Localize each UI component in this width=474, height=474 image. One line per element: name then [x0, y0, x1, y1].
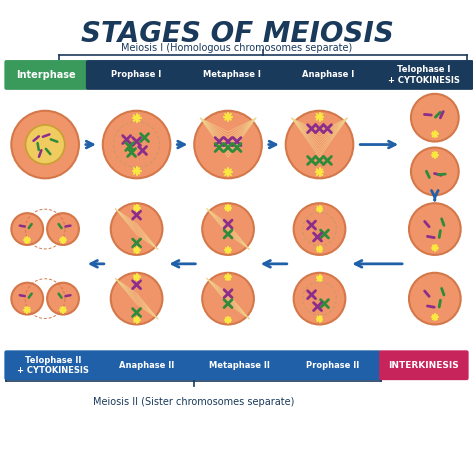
- Circle shape: [11, 111, 79, 178]
- Circle shape: [202, 203, 254, 255]
- Circle shape: [47, 283, 79, 315]
- Circle shape: [194, 111, 262, 178]
- Text: Metaphase I: Metaphase I: [203, 71, 261, 80]
- FancyBboxPatch shape: [4, 60, 88, 90]
- Text: Anaphase I: Anaphase I: [301, 71, 354, 80]
- Circle shape: [103, 111, 170, 178]
- FancyBboxPatch shape: [379, 350, 469, 380]
- FancyBboxPatch shape: [4, 350, 381, 380]
- Text: Prophase I: Prophase I: [111, 71, 161, 80]
- Circle shape: [294, 273, 346, 325]
- Text: Telophase II
+ CYTOKINESIS: Telophase II + CYTOKINESIS: [17, 356, 89, 375]
- Text: Meiosis I (Homologous chromosomes separate): Meiosis I (Homologous chromosomes separa…: [121, 43, 353, 53]
- Text: STAGES OF MEIOSIS: STAGES OF MEIOSIS: [81, 20, 393, 48]
- Circle shape: [47, 213, 79, 245]
- Circle shape: [26, 125, 65, 164]
- Circle shape: [11, 213, 43, 245]
- Circle shape: [294, 203, 346, 255]
- Circle shape: [411, 147, 459, 195]
- Text: INTERKINESIS: INTERKINESIS: [389, 361, 459, 370]
- FancyBboxPatch shape: [86, 60, 474, 90]
- Circle shape: [202, 273, 254, 325]
- Text: Anaphase II: Anaphase II: [118, 361, 174, 370]
- Circle shape: [409, 273, 461, 325]
- Circle shape: [286, 111, 353, 178]
- Text: Metaphase II: Metaphase II: [209, 361, 270, 370]
- Circle shape: [111, 273, 163, 325]
- Circle shape: [411, 94, 459, 142]
- Text: Meiosis II (Sister chromosomes separate): Meiosis II (Sister chromosomes separate): [92, 397, 294, 407]
- Circle shape: [409, 203, 461, 255]
- Circle shape: [111, 203, 163, 255]
- Text: Interphase: Interphase: [16, 70, 76, 80]
- Text: Telophase I
+ CYTOKINESIS: Telophase I + CYTOKINESIS: [388, 65, 460, 85]
- Circle shape: [11, 283, 43, 315]
- Text: Prophase II: Prophase II: [306, 361, 359, 370]
